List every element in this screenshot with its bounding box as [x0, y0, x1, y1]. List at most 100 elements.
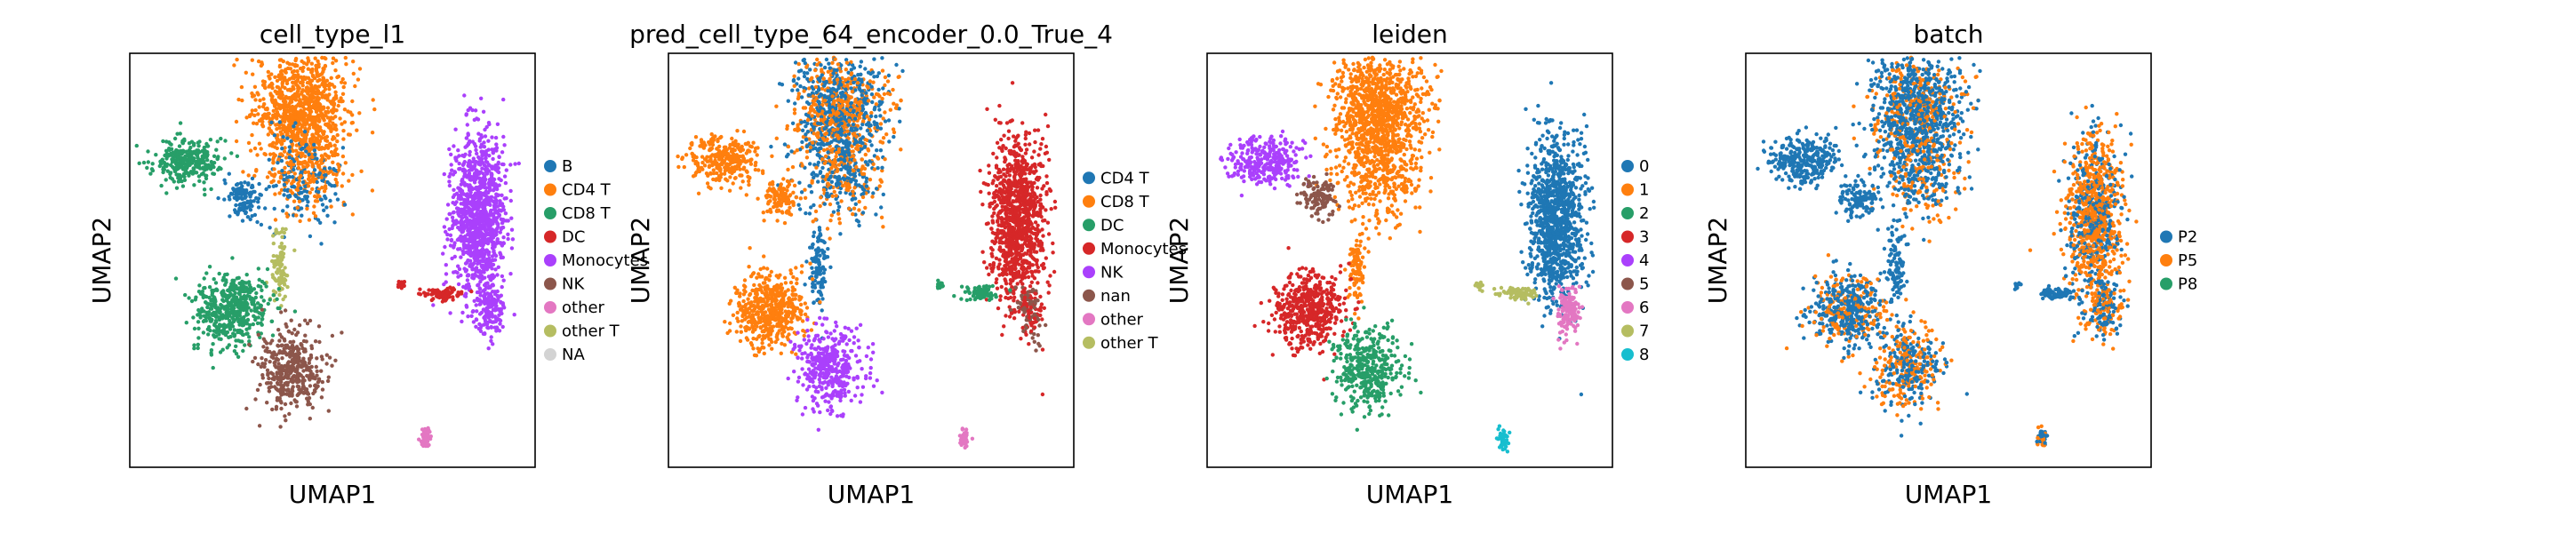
- umap-point: [274, 141, 279, 146]
- umap-point: [284, 94, 288, 99]
- umap-point: [477, 203, 482, 207]
- umap-point: [255, 219, 260, 225]
- umap-point: [251, 72, 255, 76]
- umap-point: [476, 155, 481, 160]
- umap-point: [179, 164, 183, 169]
- umap-point: [202, 159, 206, 164]
- umap-point: [486, 139, 491, 143]
- umap-point: [458, 227, 462, 232]
- umap-point: [498, 322, 502, 326]
- umap-point: [268, 143, 272, 147]
- umap-point: [196, 320, 201, 324]
- umap-point: [215, 325, 220, 330]
- umap-point: [456, 282, 461, 287]
- umap-point: [281, 388, 285, 394]
- umap-point: [256, 205, 261, 210]
- umap-point: [259, 147, 263, 151]
- umap-point: [288, 112, 292, 117]
- umap-point: [232, 332, 237, 337]
- umap-point: [824, 57, 829, 62]
- umap-point: [305, 195, 309, 199]
- umap-point: [869, 143, 874, 147]
- umap-point: [266, 69, 270, 75]
- umap-point: [474, 235, 478, 241]
- umap-point: [852, 116, 858, 121]
- umap-point: [476, 186, 481, 190]
- umap-point: [474, 212, 478, 217]
- umap-point: [323, 64, 328, 68]
- umap-point: [881, 86, 885, 91]
- umap-point: [319, 154, 324, 158]
- umap-point: [322, 55, 327, 60]
- umap-point: [316, 133, 321, 138]
- umap-point: [333, 68, 338, 73]
- umap-point: [500, 225, 506, 230]
- umap-point: [261, 337, 266, 341]
- umap-point: [319, 157, 324, 162]
- umap-point: [315, 373, 319, 378]
- umap-point: [275, 254, 279, 259]
- umap-point: [324, 362, 329, 366]
- umap-point: [146, 149, 150, 154]
- umap-point: [236, 212, 240, 217]
- umap-point: [289, 318, 293, 322]
- umap-point: [315, 356, 319, 361]
- umap-point: [436, 295, 440, 299]
- umap-point: [315, 199, 320, 203]
- umap-point: [271, 108, 276, 114]
- umap-point: [306, 115, 311, 120]
- umap-point: [149, 167, 155, 171]
- umap-point: [292, 309, 298, 314]
- umap-point: [821, 84, 827, 88]
- umap-point: [490, 135, 494, 139]
- umap-point: [297, 322, 302, 328]
- umap-point: [282, 193, 286, 197]
- umap-point: [274, 107, 279, 111]
- umap-point: [276, 275, 282, 281]
- umap-point: [489, 325, 494, 330]
- umap-point: [899, 147, 903, 152]
- umap-point: [268, 360, 272, 364]
- umap-point: [196, 290, 202, 294]
- umap-point: [299, 173, 303, 179]
- umap-point: [852, 108, 856, 113]
- umap-point: [451, 286, 456, 290]
- umap-point: [812, 122, 817, 126]
- umap-point: [232, 298, 237, 302]
- umap-point: [464, 291, 468, 296]
- umap-point: [484, 189, 489, 194]
- umap-point: [495, 211, 500, 215]
- umap-point: [491, 258, 496, 262]
- umap-point: [234, 119, 239, 124]
- umap-point: [827, 61, 831, 66]
- umap-point: [876, 92, 881, 97]
- umap-point: [294, 332, 299, 338]
- umap-point: [487, 181, 492, 186]
- umap-point: [328, 118, 332, 123]
- umap-point: [202, 276, 206, 281]
- umap-point: [252, 355, 258, 361]
- umap-point: [468, 250, 472, 255]
- umap-point: [252, 113, 257, 118]
- umap-point: [282, 149, 287, 154]
- umap-point: [254, 169, 259, 173]
- umap-point: [261, 298, 266, 303]
- umap-point: [444, 217, 449, 221]
- umap-point: [827, 103, 832, 108]
- umap-point: [239, 84, 244, 90]
- umap-point: [300, 343, 304, 347]
- umap-point: [335, 132, 340, 138]
- umap-point: [255, 321, 260, 326]
- umap-point: [173, 276, 179, 281]
- umap-point: [274, 353, 279, 357]
- umap-point: [466, 107, 470, 113]
- umap-point: [232, 349, 237, 354]
- umap-point: [137, 161, 141, 165]
- umap-point: [212, 277, 216, 282]
- umap-point: [317, 139, 323, 144]
- umap-point: [245, 312, 251, 316]
- umap-point: [220, 304, 224, 308]
- umap-point: [335, 152, 340, 157]
- umap-point: [316, 79, 320, 84]
